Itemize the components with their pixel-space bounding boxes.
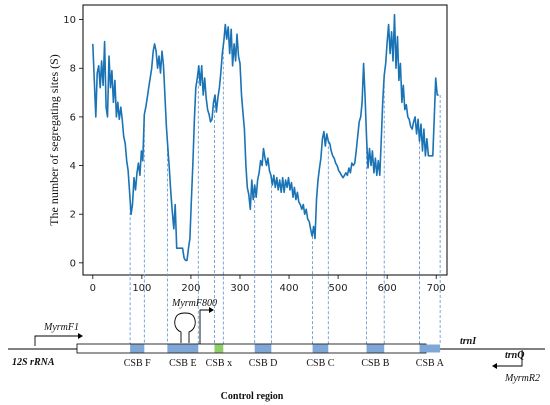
csb-block xyxy=(130,344,145,353)
x-tick-label: 700 xyxy=(427,283,446,294)
y-axis-ticks: 0 2 4 6 8 10 xyxy=(63,15,83,269)
dashed-guide-lines xyxy=(129,41,441,344)
hairpin-icon xyxy=(174,312,196,343)
primer-r2-arrow-icon xyxy=(492,350,523,369)
primer-f1-arrow-icon xyxy=(34,333,83,346)
plot-frame xyxy=(82,4,448,276)
y-axis-title: The number of segregating sites (S) xyxy=(47,54,61,226)
csb-blocks xyxy=(130,344,441,353)
y-tick-label: 8 xyxy=(70,64,76,75)
series-line xyxy=(92,13,439,262)
csb-label: CSB x xyxy=(206,358,232,369)
csb-label: CSB A xyxy=(416,358,445,369)
primer-f800-arrow-icon xyxy=(199,307,214,344)
y-tick-label: 0 xyxy=(70,258,76,269)
x-tick-label: 200 xyxy=(181,283,200,294)
label-12s-rrna: 12S rRNA xyxy=(12,357,55,368)
csb-label: CSB B xyxy=(361,358,389,369)
x-tick-label: 400 xyxy=(279,283,298,294)
csb-label: CSB F xyxy=(124,358,151,369)
primer-f1-label: MyrmF1 xyxy=(43,322,79,333)
primer-r2-label: MyrmR2 xyxy=(504,373,540,384)
primer-f800-label: MyrmF800 xyxy=(171,298,217,309)
x-axis-ticks: 0 100 200 300 400 500 600 700 xyxy=(90,275,446,294)
label-control-region: Control region xyxy=(221,391,284,402)
y-tick-label: 2 xyxy=(70,210,76,221)
x-tick-label: 500 xyxy=(329,283,348,294)
csb-block xyxy=(214,344,224,353)
csb-label: CSB C xyxy=(306,358,334,369)
x-tick-label: 0 xyxy=(90,283,96,294)
x-tick-label: 300 xyxy=(230,283,249,294)
y-tick-label: 10 xyxy=(63,15,76,26)
y-tick-label: 6 xyxy=(70,112,76,123)
csb-label: CSB D xyxy=(249,358,278,369)
csb-block xyxy=(167,344,199,353)
csb-block xyxy=(312,344,329,353)
csb-block xyxy=(254,344,272,353)
csb-label: CSB E xyxy=(169,358,197,369)
csb-labels: CSB F CSB E CSB x CSB D CSB C CSB B CSB A xyxy=(124,358,445,369)
x-tick-label: 600 xyxy=(378,283,397,294)
label-trni: trnI xyxy=(460,336,477,347)
csb-block xyxy=(366,344,385,353)
y-tick-label: 4 xyxy=(70,161,76,172)
label-trnq: trnQ xyxy=(505,350,524,361)
csb-block xyxy=(419,344,441,353)
x-tick-label: 100 xyxy=(132,283,151,294)
